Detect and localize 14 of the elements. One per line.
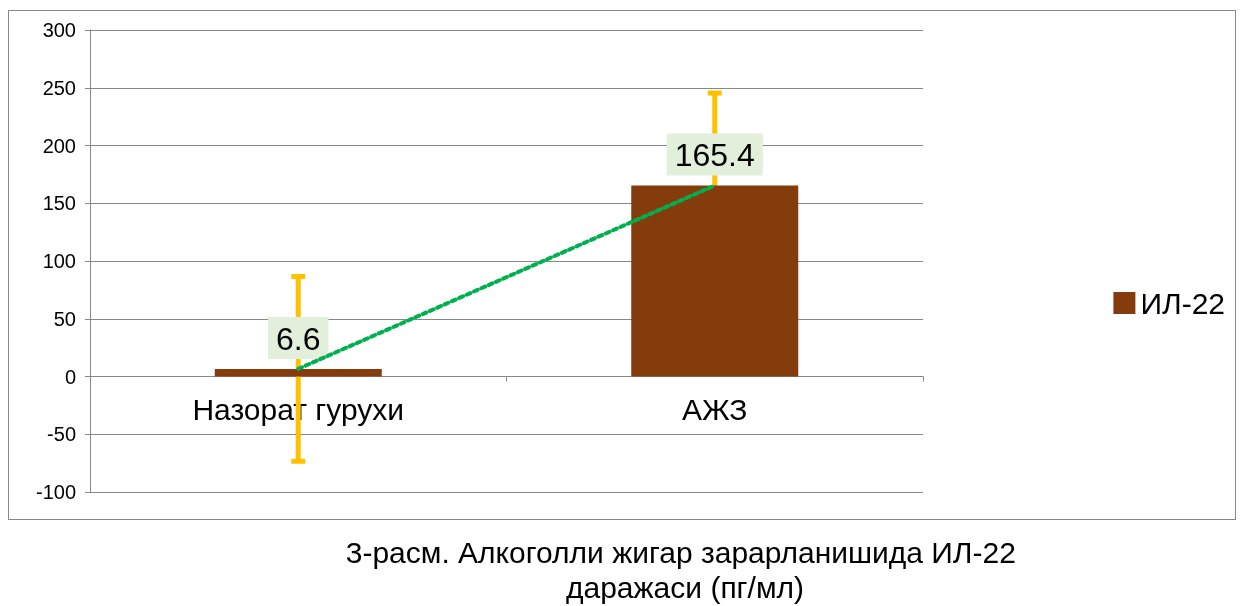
y-tick-label: 150 xyxy=(42,192,76,215)
x-tick-label: АЖЗ xyxy=(682,393,748,426)
y-tick-label: -100 xyxy=(35,481,76,503)
y-tick-label: 200 xyxy=(42,134,76,157)
y-tick-label: 300 xyxy=(42,19,76,41)
y-tick-label: 50 xyxy=(53,307,76,330)
data-label: 6.6 xyxy=(276,320,321,357)
data-label: 165.4 xyxy=(674,137,755,174)
y-tick-label: 250 xyxy=(42,76,76,99)
legend-label: ИЛ-22 xyxy=(1140,286,1225,320)
text: 3-расм. Алкоголли жигар зарарланишида ИЛ-22 даражаси (пг/мл) xyxy=(345,536,1025,604)
y-tick-label: 100 xyxy=(42,250,76,272)
y-tick-label: -50 xyxy=(47,423,76,446)
y-tick-label: 0 xyxy=(64,365,76,388)
